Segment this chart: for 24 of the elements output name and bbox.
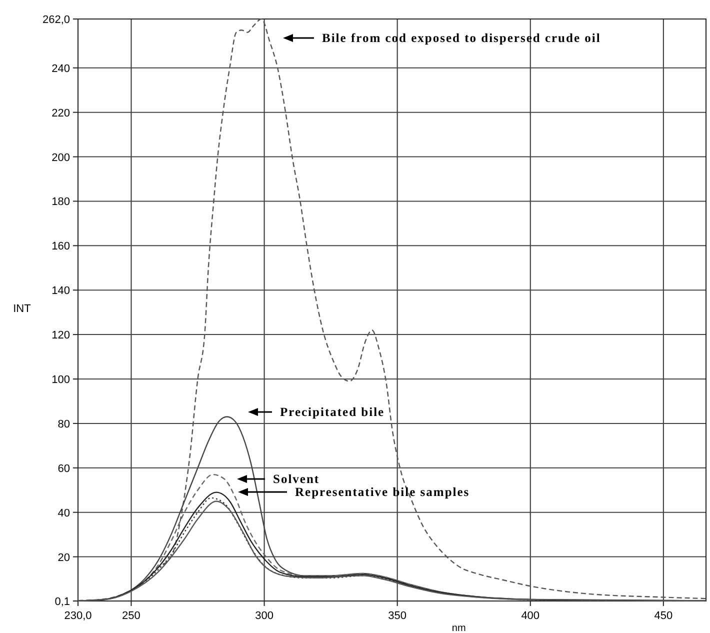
y-tick-label: 80: [58, 418, 70, 430]
y-tick-label: 160: [52, 240, 70, 253]
y-tick-label: 180: [52, 196, 70, 208]
annotation: Solvent: [273, 472, 320, 486]
y-tick-label: 120: [52, 330, 70, 342]
x-tick-label: 250: [122, 610, 140, 622]
y-tick-label: 0,1: [54, 596, 70, 608]
y-tick-label: 200: [52, 152, 70, 164]
x-tick-label: 400: [521, 610, 540, 622]
y-tick-label: 60: [58, 462, 70, 475]
x-axis-title: nm: [452, 623, 466, 633]
y-tick-label: 100: [52, 374, 70, 386]
x-tick-label: 350: [388, 610, 406, 622]
y-tick-label: 20: [58, 552, 70, 564]
y-axis-title: INT: [13, 303, 32, 315]
y-tick-label: 240: [52, 62, 70, 75]
y-tick-label: 262,0: [42, 14, 70, 26]
y-tick-label: 140: [52, 285, 70, 298]
y-tick-label: 40: [58, 507, 70, 520]
y-tick-label: 220: [52, 107, 70, 120]
x-tick-label: 230,0: [64, 610, 92, 622]
x-tick-label: 450: [654, 610, 673, 622]
x-tick-label: 300: [255, 610, 274, 622]
annotation: Precipitated bile: [280, 405, 385, 419]
